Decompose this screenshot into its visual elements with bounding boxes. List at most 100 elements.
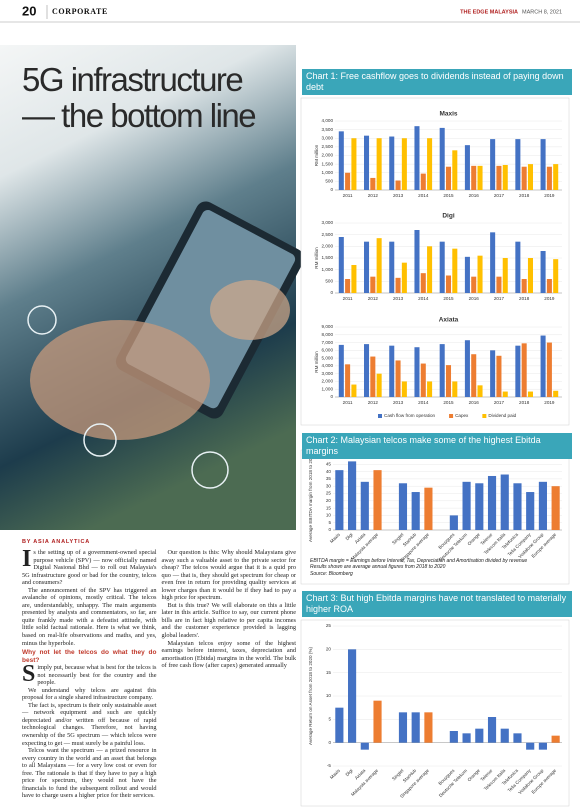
bar [477, 385, 483, 397]
bar [452, 150, 458, 190]
x-tick-label: 2016 [469, 400, 480, 405]
bar [477, 255, 483, 293]
bar [424, 487, 433, 530]
bar [475, 483, 484, 530]
bar [335, 470, 344, 530]
legend-label: Dividend paid [488, 413, 516, 418]
bar [351, 138, 357, 190]
bar [439, 344, 445, 397]
chart-title: Maxis [439, 111, 457, 118]
bar [471, 354, 477, 397]
bar [420, 363, 426, 397]
bar [487, 717, 497, 743]
x-tick-label: Digi [345, 768, 354, 777]
bar [411, 712, 420, 743]
bar [351, 265, 357, 293]
paragraph: The fact is, spectrum is their only sust… [22, 701, 157, 747]
legend-swatch [378, 414, 382, 418]
bar [389, 136, 395, 190]
icon [83, 423, 117, 457]
paragraph: Malaysian telcos enjoy some of the highe… [161, 639, 297, 670]
bar [427, 246, 433, 293]
paragraph: Simply put, because what is best for the… [22, 661, 157, 688]
x-tick-label: 2017 [494, 193, 505, 198]
bar [445, 275, 452, 293]
bar [373, 470, 382, 530]
x-tick-label: 2016 [469, 193, 480, 198]
note: Results shown are average annual figures… [310, 564, 446, 571]
bar [490, 232, 496, 293]
x-tick-label: 2015 [443, 193, 454, 198]
y-tick-label: 1,000 [322, 386, 334, 391]
y-tick-label: 5 [328, 717, 331, 722]
bar [500, 474, 509, 530]
paragraph: Our question is this: Why should Malaysi… [161, 549, 297, 602]
hand [210, 280, 290, 340]
y-tick-label: 0 [330, 187, 333, 192]
article-body: Is the setting up of a government-owned … [22, 546, 297, 805]
bar [420, 173, 426, 190]
y-tick-label: 7,000 [322, 340, 334, 345]
bar [526, 492, 535, 530]
bar [411, 492, 420, 530]
x-tick-label: 2014 [418, 296, 429, 301]
bar [414, 230, 420, 293]
bar [515, 139, 521, 190]
bar [414, 126, 420, 190]
y-tick-label: 15 [326, 505, 332, 510]
bar [427, 138, 433, 190]
bar [420, 273, 426, 293]
bar [364, 241, 370, 293]
bar [376, 238, 382, 293]
y-axis-label: Average Return on Asset from 2018 to 202… [308, 647, 313, 745]
bar [490, 350, 496, 397]
x-tick-label: 2015 [443, 296, 454, 301]
bar [449, 515, 458, 530]
y-tick-label: 35 [326, 476, 332, 481]
bar [546, 279, 552, 293]
y-tick-label: 3,000 [322, 371, 334, 376]
bar [398, 483, 408, 530]
bar [496, 165, 502, 190]
section: CORPORATE [52, 7, 108, 16]
y-tick-label: 25 [326, 623, 332, 628]
bar [373, 700, 382, 743]
bar [527, 258, 533, 293]
x-tick-label: 2019 [544, 400, 555, 405]
bar [464, 145, 470, 190]
bar [546, 342, 552, 397]
x-tick-label: 2011 [343, 193, 353, 198]
bar [376, 138, 382, 190]
x-tick-label: 2019 [544, 296, 555, 301]
bar [502, 391, 508, 397]
y-tick-label: 10 [326, 513, 332, 518]
bar [515, 345, 521, 397]
y-tick-label: 1,500 [322, 161, 334, 166]
bar [364, 344, 370, 397]
bar [521, 343, 527, 397]
x-tick-label: 2011 [343, 400, 353, 405]
date: MARCH 8, 2021 [522, 9, 562, 15]
bar [449, 731, 458, 743]
x-tick-label: 2015 [443, 400, 454, 405]
bar [345, 364, 351, 397]
x-tick-label: 2017 [494, 296, 505, 301]
bar [348, 461, 357, 530]
bar [401, 381, 407, 397]
bar [502, 258, 508, 293]
bar [540, 139, 546, 190]
bar [395, 277, 401, 293]
y-axis-label: RM million [314, 247, 319, 269]
bar [496, 355, 502, 397]
bar [462, 481, 471, 530]
bar [475, 728, 484, 743]
bar [335, 707, 344, 743]
y-tick-label: 2,000 [322, 379, 334, 384]
x-tick-label: 2012 [368, 193, 379, 198]
bar [527, 391, 533, 397]
x-tick-label: 2013 [393, 296, 404, 301]
x-tick-label: 2011 [343, 296, 353, 301]
hand [30, 320, 210, 440]
chart-3-title: Chart 3: But high Ebitda margins have no… [302, 591, 572, 617]
